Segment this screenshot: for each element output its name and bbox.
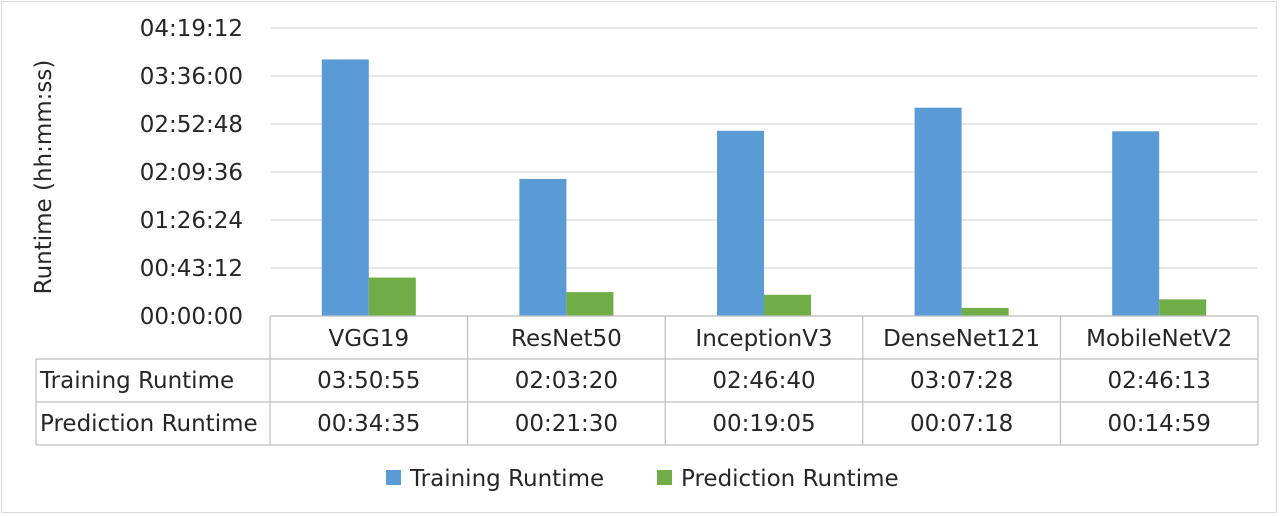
bars	[321, 59, 1207, 316]
bar-training-runtime	[914, 107, 962, 316]
y-tick-label: 02:52:48	[140, 112, 243, 138]
legend-label: Training Runtime	[409, 466, 604, 492]
legend-swatch	[386, 470, 401, 485]
category-label: MobileNetV2	[1086, 326, 1232, 352]
bar-prediction-runtime	[961, 307, 1009, 316]
bar-prediction-runtime	[764, 294, 811, 316]
table-cell: 00:19:05	[712, 411, 815, 437]
legend-swatch	[657, 470, 672, 485]
y-tick-label: 03:36:00	[140, 64, 243, 90]
category-label: ResNet50	[511, 326, 622, 352]
bar-prediction-runtime	[1159, 299, 1207, 316]
bar-training-runtime	[321, 59, 369, 316]
y-tick-label: 01:26:24	[140, 208, 243, 234]
table-cell: 03:50:55	[317, 368, 420, 394]
category-label: InceptionV3	[695, 326, 832, 352]
category-label: VGG19	[328, 326, 409, 352]
table-cell: 02:03:20	[515, 368, 618, 394]
table-cell: 03:07:28	[910, 368, 1013, 394]
table-cell: 00:34:35	[317, 411, 420, 437]
table-cell: 00:21:30	[515, 411, 618, 437]
y-tick-label: 04:19:12	[140, 16, 243, 42]
y-axis-title: Runtime (hh:mm:ss)	[31, 60, 57, 295]
bar-training-runtime	[1112, 131, 1160, 316]
category-label: DenseNet121	[883, 326, 1040, 352]
table-row-header: Prediction Runtime	[40, 411, 258, 437]
table-cell: 00:14:59	[1108, 411, 1211, 437]
y-axis-ticks: 00:00:00 00:43:12 01:26:24 02:09:36 02:52:48…	[140, 16, 243, 330]
y-tick-label: 00:43:12	[140, 256, 243, 282]
bar-prediction-runtime	[368, 277, 416, 316]
table-row-header: Training Runtime	[39, 368, 234, 394]
data-table: VGG19 ResNet50 InceptionV3 DenseNet121 Mobil…	[35, 315, 1259, 446]
bar-training-runtime	[519, 178, 567, 316]
table-cell: 02:46:13	[1108, 368, 1211, 394]
bar-training-runtime	[717, 130, 764, 316]
y-tick-label: 02:09:36	[140, 160, 243, 186]
legend: Training Runtime Prediction Runtime	[386, 466, 899, 492]
legend-label: Prediction Runtime	[681, 466, 899, 492]
bar-prediction-runtime	[566, 292, 614, 316]
table-cell: 00:07:18	[910, 411, 1013, 437]
table-cell: 02:46:40	[712, 368, 815, 394]
y-tick-label: 00:00:00	[140, 304, 243, 330]
